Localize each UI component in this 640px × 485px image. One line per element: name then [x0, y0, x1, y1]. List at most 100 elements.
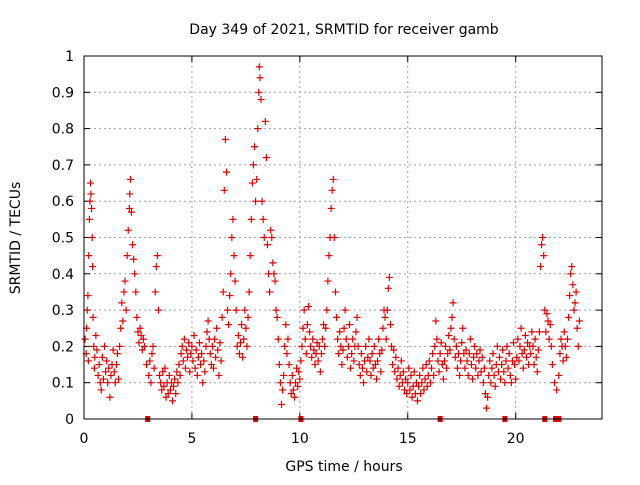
data-point — [147, 379, 155, 387]
data-point — [148, 350, 156, 358]
data-point — [263, 241, 271, 249]
data-point — [396, 371, 404, 379]
data-point — [431, 342, 439, 350]
data-point — [103, 357, 111, 365]
data-point — [466, 335, 474, 343]
data-point — [118, 299, 126, 307]
data-point — [279, 386, 287, 394]
data-point — [481, 390, 489, 398]
chart-title: Day 349 of 2021, SRMTID for receiver gam… — [189, 22, 499, 38]
data-point — [153, 252, 161, 260]
data-point — [570, 306, 578, 314]
data-point — [486, 357, 494, 365]
data-point — [271, 277, 279, 285]
data-point — [106, 393, 114, 401]
data-point — [129, 241, 137, 249]
data-point — [234, 332, 242, 340]
data-point — [328, 186, 336, 194]
data-point — [228, 234, 236, 241]
data-point — [92, 332, 100, 340]
data-point — [473, 350, 481, 358]
data-point — [125, 204, 133, 212]
data-point — [122, 306, 130, 314]
data-point — [363, 368, 371, 376]
tick-labels: 00.10.20.30.40.50.60.70.80.910 5 10 15 20 — [52, 49, 525, 447]
data-point — [490, 371, 498, 379]
data-point — [529, 342, 537, 350]
data-point — [166, 386, 174, 394]
data-point — [197, 361, 205, 369]
data-point — [480, 364, 488, 372]
data-point — [204, 317, 212, 325]
data-point — [150, 364, 158, 372]
data-point — [225, 321, 233, 329]
data-point — [309, 335, 317, 343]
data-point — [214, 346, 222, 354]
data-point — [189, 357, 197, 365]
data-point — [418, 379, 426, 387]
data-point — [385, 273, 393, 281]
data-point — [186, 368, 194, 376]
data-point — [358, 364, 366, 372]
data-point — [267, 226, 275, 234]
data-point — [139, 335, 147, 343]
data-point — [372, 375, 380, 383]
data-point — [178, 342, 186, 350]
data-point — [573, 324, 581, 332]
y-tick-label: 0.5 — [52, 231, 74, 247]
y-tick-label: 0 — [65, 412, 74, 428]
data-point — [403, 390, 411, 398]
data-point — [565, 313, 573, 321]
data-point — [543, 310, 551, 318]
data-point — [183, 346, 191, 354]
data-point — [546, 321, 554, 329]
data-point — [156, 371, 164, 379]
data-point — [140, 342, 148, 350]
data-point — [201, 368, 209, 376]
data-point — [502, 357, 510, 365]
data-point — [86, 179, 94, 187]
data-point — [138, 346, 146, 354]
data-point — [216, 339, 224, 347]
y-tick-label: 0.9 — [52, 85, 74, 101]
data-point — [338, 361, 346, 369]
data-point — [497, 375, 505, 383]
data-point — [498, 361, 506, 369]
data-point — [393, 375, 401, 383]
data-point — [339, 346, 347, 354]
data-point — [440, 357, 448, 365]
data-point — [255, 63, 263, 71]
data-point — [162, 393, 170, 401]
data-point — [427, 364, 435, 372]
data-point — [423, 382, 431, 390]
data-point — [520, 346, 528, 354]
data-point — [218, 313, 226, 321]
data-point — [527, 350, 535, 358]
data-point — [251, 143, 259, 151]
data-point — [474, 371, 482, 379]
data-point — [353, 313, 361, 321]
data-point — [511, 361, 519, 369]
data-point — [254, 125, 262, 133]
data-point — [172, 390, 180, 398]
data-point — [195, 339, 203, 347]
x-tick-label: 0 — [80, 431, 89, 447]
data-point — [429, 350, 437, 358]
data-point — [325, 252, 333, 260]
data-point — [158, 386, 166, 394]
data-point — [370, 342, 378, 350]
data-point — [517, 324, 525, 332]
data-point — [559, 357, 567, 365]
data-point — [360, 379, 368, 387]
data-point — [119, 317, 127, 325]
data-point — [145, 371, 153, 379]
data-point — [406, 386, 414, 394]
data-point — [446, 346, 454, 354]
data-point — [382, 335, 390, 343]
data-point — [367, 371, 375, 379]
data-point — [519, 364, 527, 372]
data-point — [300, 306, 308, 314]
data-point — [322, 324, 330, 332]
x-tick-label: 10 — [291, 431, 309, 447]
